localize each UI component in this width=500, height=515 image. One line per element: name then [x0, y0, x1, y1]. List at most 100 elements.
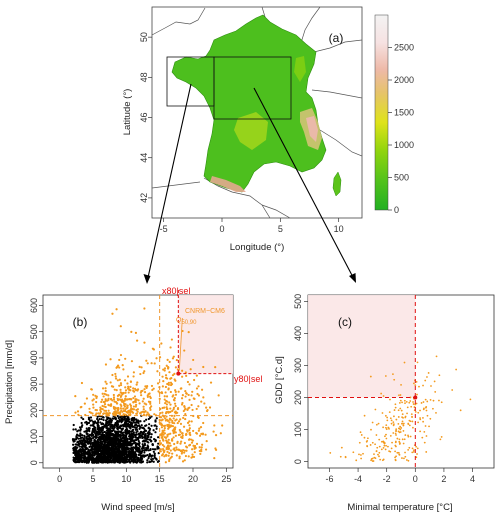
orange-point: [157, 390, 160, 393]
orange-point: [397, 416, 400, 418]
border-italy: [319, 129, 362, 157]
black-point: [98, 431, 101, 434]
orange-point: [150, 362, 153, 365]
orange-point: [195, 432, 199, 435]
black-point: [106, 451, 109, 454]
orange-point: [451, 389, 454, 391]
orange-point: [405, 459, 408, 461]
orange-point: [164, 436, 168, 439]
orange-point: [101, 392, 104, 395]
orange-point: [440, 436, 443, 438]
orange-point: [92, 398, 95, 401]
black-point: [93, 454, 96, 457]
orange-point: [339, 455, 342, 458]
orange-point: [143, 307, 146, 310]
black-point: [125, 444, 128, 447]
black-point: [150, 436, 153, 439]
border-spain: [203, 177, 271, 218]
black-point: [81, 434, 84, 437]
orange-point: [377, 453, 379, 456]
panel-a-label: (a): [329, 31, 344, 45]
orange-point: [399, 442, 401, 445]
orange-point: [415, 402, 418, 405]
orange-point: [99, 410, 103, 413]
orange-point: [404, 434, 407, 436]
black-point: [109, 432, 112, 435]
orange-point: [187, 455, 190, 458]
orange-point: [168, 451, 171, 455]
black-point: [132, 439, 135, 442]
black-point: [110, 449, 113, 452]
orange-point: [129, 411, 132, 415]
black-point: [99, 453, 103, 457]
orange-point: [170, 455, 173, 458]
black-point: [153, 452, 156, 455]
orange-point: [402, 422, 405, 425]
black-point: [121, 427, 124, 430]
black-point: [153, 424, 156, 427]
black-point: [150, 424, 153, 427]
black-point: [97, 433, 100, 436]
orange-point: [136, 388, 140, 391]
black-point: [147, 457, 150, 460]
black-point: [87, 451, 90, 454]
black-point: [72, 428, 75, 431]
orange-point: [132, 405, 136, 408]
black-point: [109, 455, 113, 459]
central-study-box: [213, 56, 292, 120]
orange-point: [103, 392, 106, 395]
black-point: [90, 441, 94, 444]
black-point: [120, 434, 123, 437]
orange-point: [161, 453, 165, 456]
orange-point: [402, 416, 404, 419]
orange-point: [181, 375, 184, 378]
panel-c-ytick-label: 200: [293, 390, 303, 405]
panel-b-ytick-label: 600: [29, 298, 39, 313]
black-point: [140, 447, 144, 450]
black-point: [116, 420, 119, 424]
orange-point: [104, 363, 108, 366]
black-point: [92, 427, 96, 430]
black-point: [97, 419, 100, 422]
black-point: [72, 451, 75, 454]
model-pointer: [178, 317, 183, 371]
orange-point: [124, 408, 127, 411]
orange-point: [124, 386, 127, 389]
orange-point: [401, 413, 404, 416]
orange-point: [117, 393, 120, 397]
orange-point: [173, 414, 176, 417]
black-point: [99, 421, 102, 424]
black-point: [108, 437, 111, 441]
orange-point: [394, 450, 397, 453]
orange-point: [398, 440, 401, 443]
orange-point: [169, 346, 172, 349]
black-point: [127, 422, 130, 425]
orange-point: [183, 405, 186, 409]
orange-point: [183, 449, 186, 452]
orange-point: [88, 407, 91, 410]
red-point: [176, 371, 181, 376]
black-point: [137, 453, 140, 456]
black-point: [75, 443, 78, 446]
black-point: [129, 425, 132, 429]
black-point: [125, 450, 128, 454]
orange-point: [201, 432, 205, 435]
orange-point: [196, 415, 200, 419]
orange-point: [184, 433, 188, 437]
black-point: [128, 458, 131, 461]
black-point: [134, 455, 137, 459]
orange-point: [411, 415, 413, 418]
orange-point: [184, 371, 187, 374]
orange-point: [136, 408, 140, 411]
black-point: [106, 458, 109, 461]
black-point: [134, 441, 137, 444]
orange-point: [169, 432, 172, 435]
black-point: [117, 452, 120, 455]
black-point: [113, 423, 116, 426]
black-point: [132, 450, 135, 453]
orange-point: [205, 406, 208, 409]
orange-point: [184, 389, 187, 393]
orange-point: [135, 383, 138, 386]
panel-b-x80-label: x80|sel: [162, 286, 190, 296]
panel-b-xlabel: Wind speed [m/s]: [101, 502, 174, 513]
